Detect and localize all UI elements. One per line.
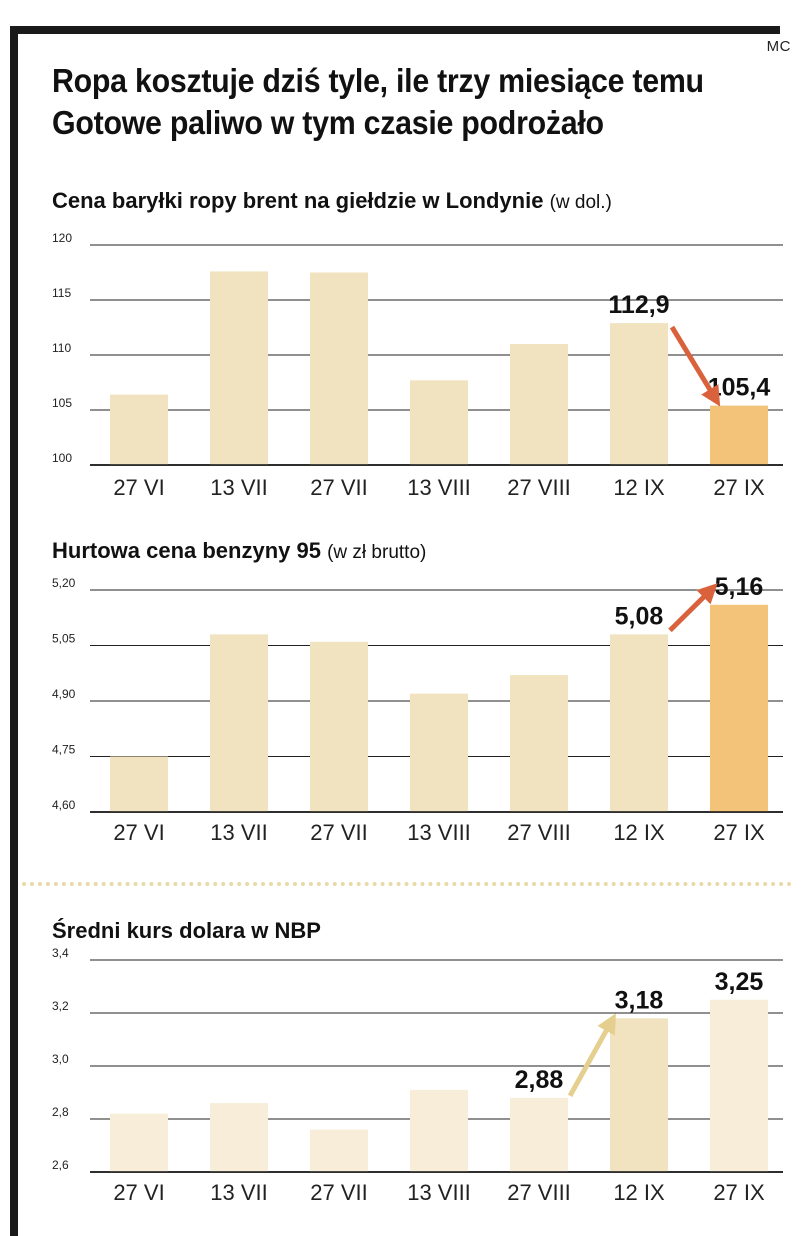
headline-line-2: Gotowe paliwo w tym czasie podrożało <box>52 104 604 141</box>
y-tick-label: 3,0 <box>52 1052 69 1066</box>
data-label: 112,9 <box>608 291 669 319</box>
bar-12-ix <box>610 323 668 465</box>
y-tick-label: 3,2 <box>52 999 69 1013</box>
x-category-label: 12 IX <box>613 1180 665 1205</box>
chart-1-title-block: Cena baryłki ropy brent na giełdzie w Lo… <box>52 188 612 214</box>
data-label: 3,18 <box>615 986 664 1014</box>
x-category-label: 27 VI <box>113 820 164 845</box>
x-category-label: 13 VII <box>210 1180 267 1205</box>
y-tick-label: 4,90 <box>52 687 76 701</box>
trend-arrow <box>668 583 718 633</box>
x-category-label: 12 IX <box>613 820 665 845</box>
bar-27-ix <box>710 405 768 465</box>
y-tick-label: 110 <box>52 341 71 355</box>
bar-27-viii <box>510 1097 568 1172</box>
bar-27-ix <box>710 604 768 812</box>
y-tick-label: 5,05 <box>52 632 76 646</box>
y-tick-label: 120 <box>52 231 72 245</box>
headline-line-1: Ropa kosztuje dziś tyle, ile trzy miesią… <box>52 62 704 99</box>
x-category-label: 27 IX <box>713 1180 765 1205</box>
y-tick-label: 115 <box>52 286 71 300</box>
x-category-label: 27 VIII <box>507 1180 571 1205</box>
chart-2-gasoline-price: 4,60 4,75 4,90 5,05 5,20 27 VI 13 VII 27 VII 13 … <box>52 573 783 845</box>
y-tick-label: 100 <box>52 451 72 465</box>
x-category-label: 13 VII <box>210 475 267 500</box>
y-tick-label: 2,6 <box>52 1158 69 1172</box>
author-credit: MC <box>766 38 791 55</box>
bar-27-viii <box>510 344 568 465</box>
frame-left-bar <box>10 26 18 1236</box>
chart-1-brent-price: 100 105 110 115 120 27 VI 13 VII 27 VII 13 VIII 2… <box>52 231 783 500</box>
section-divider <box>22 882 792 886</box>
x-category-label: 13 VIII <box>407 820 471 845</box>
headline: Ropa kosztuje dziś tyle, ile trzy miesią… <box>52 60 733 144</box>
bar-27-vi <box>110 394 168 465</box>
bar-12-ix <box>610 1018 668 1172</box>
data-label: 5,16 <box>715 573 764 601</box>
chart-2-title: Hurtowa cena benzyny 95 <box>52 538 321 563</box>
y-tick-label: 2,8 <box>52 1105 69 1119</box>
x-category-label: 27 VI <box>113 1180 164 1205</box>
chart-3-title: Średni kurs dolara w NBP <box>52 918 321 943</box>
bar-12-ix <box>610 634 668 812</box>
data-label: 3,25 <box>715 968 764 996</box>
y-tick-label: 5,20 <box>52 576 76 590</box>
x-category-label: 13 VII <box>210 820 267 845</box>
chart-3-usd-rate: 2,6 2,8 3,0 3,2 3,4 27 VI 13 VII 27 VII 13 VIII 2… <box>52 946 783 1205</box>
x-category-label: 27 VII <box>310 820 367 845</box>
bar-27-vi <box>110 1113 168 1172</box>
x-category-label: 12 IX <box>613 475 665 500</box>
x-category-label: 27 VIII <box>507 820 571 845</box>
frame-top-bar <box>10 26 780 34</box>
bar-13-vii <box>210 634 268 812</box>
bar-13-viii <box>410 380 468 465</box>
x-category-label: 27 IX <box>713 475 765 500</box>
chart-1-title: Cena baryłki ropy brent na giełdzie w Lo… <box>52 188 544 213</box>
x-category-label: 27 VIII <box>507 475 571 500</box>
x-category-label: 13 VIII <box>407 1180 471 1205</box>
chart-3-title-block: Średni kurs dolara w NBP <box>52 918 321 944</box>
chart-1-unit: (w dol.) <box>549 192 612 213</box>
y-tick-label: 3,4 <box>52 946 69 960</box>
bar-27-viii <box>510 675 568 812</box>
x-category-label: 27 VII <box>310 1180 367 1205</box>
x-category-label: 13 VIII <box>407 475 471 500</box>
bar-27-vii <box>310 272 368 465</box>
bar-13-vii <box>210 271 268 465</box>
bar-27-vii <box>310 641 368 812</box>
data-label: 2,88 <box>515 1066 564 1094</box>
x-category-label: 27 VII <box>310 475 367 500</box>
bar-13-viii <box>410 693 468 812</box>
bar-27-vii <box>310 1129 368 1172</box>
y-tick-label: 4,60 <box>52 798 76 812</box>
trend-arrow <box>669 325 721 407</box>
data-label: 5,08 <box>615 602 664 630</box>
x-category-label: 27 IX <box>713 820 765 845</box>
y-tick-label: 4,75 <box>52 743 76 757</box>
bar-13-vii <box>210 1103 268 1172</box>
chart-2-title-block: Hurtowa cena benzyny 95 (w zł brutto) <box>52 538 426 564</box>
bar-27-ix <box>710 999 768 1172</box>
x-category-label: 27 VI <box>113 475 164 500</box>
y-tick-label: 105 <box>52 396 72 410</box>
bar-13-viii <box>410 1089 468 1172</box>
trend-arrow <box>567 1013 616 1098</box>
chart-2-unit: (w zł brutto) <box>327 542 427 563</box>
bar-27-vi <box>110 756 168 812</box>
